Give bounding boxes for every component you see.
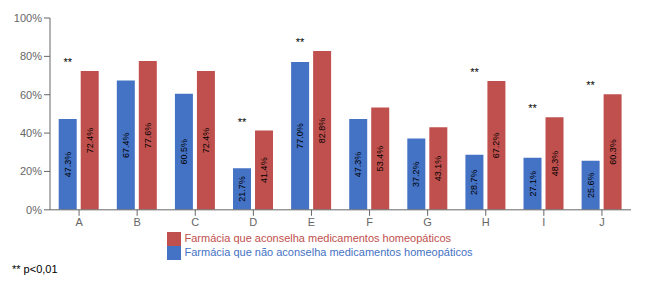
svg-text:0%: 0% xyxy=(26,204,42,216)
svg-text:40%: 40% xyxy=(20,127,42,139)
svg-text:72.4%: 72.4% xyxy=(201,128,211,154)
svg-text:60%: 60% xyxy=(20,89,42,101)
svg-text:67.4%: 67.4% xyxy=(121,132,131,158)
html-text:Farmácia que não aconselha med: Farmácia que não aconselha medicamentos … xyxy=(184,245,473,258)
svg-text:80%: 80% xyxy=(20,50,42,62)
svg-text:**: ** xyxy=(586,79,595,91)
svg-text:25.6%: 25.6% xyxy=(586,172,596,198)
svg-text:100%: 100% xyxy=(14,12,42,24)
svg-text:60.5%: 60.5% xyxy=(179,139,189,165)
svg-text:48.3%: 48.3% xyxy=(550,151,560,177)
svg-text:20%: 20% xyxy=(20,165,42,177)
svg-text:J: J xyxy=(599,216,605,228)
svg-text:53.4%: 53.4% xyxy=(375,146,385,172)
svg-text:**: ** xyxy=(470,66,479,78)
svg-text:H: H xyxy=(482,216,490,228)
svg-text:**: ** xyxy=(63,56,72,68)
svg-text:I: I xyxy=(542,216,545,228)
svg-text:77.6%: 77.6% xyxy=(143,123,153,149)
svg-text:82.8%: 82.8% xyxy=(317,118,327,144)
svg-text:77.0%: 77.0% xyxy=(295,123,305,149)
svg-text:A: A xyxy=(75,216,83,228)
svg-text:**: ** xyxy=(296,36,305,48)
svg-text:41.4%: 41.4% xyxy=(259,157,269,183)
svg-text:27.1%: 27.1% xyxy=(528,171,538,197)
svg-text:21.7%: 21.7% xyxy=(237,176,247,202)
svg-text:28.7%: 28.7% xyxy=(469,170,479,196)
html-text:** p<0,01: ** p<0,01 xyxy=(12,263,58,275)
svg-text:C: C xyxy=(191,216,199,228)
svg-text:72.4%: 72.4% xyxy=(85,128,95,154)
svg-text:43.1%: 43.1% xyxy=(433,156,443,182)
svg-text:E: E xyxy=(308,216,315,228)
svg-text:67.2%: 67.2% xyxy=(491,133,501,159)
svg-text:G: G xyxy=(423,216,432,228)
svg-text:37.2%: 37.2% xyxy=(411,161,421,187)
svg-text:**: ** xyxy=(238,116,247,128)
svg-text:60.3%: 60.3% xyxy=(608,139,618,165)
svg-text:F: F xyxy=(366,216,373,228)
svg-text:47.3%: 47.3% xyxy=(63,152,73,178)
svg-text:B: B xyxy=(133,216,140,228)
svg-text:D: D xyxy=(249,216,257,228)
svg-text:47.3%: 47.3% xyxy=(353,152,363,178)
svg-text:**: ** xyxy=(528,102,537,114)
html-text:Farmácia que aconselha medicam: Farmácia que aconselha medicamentos home… xyxy=(184,231,452,244)
